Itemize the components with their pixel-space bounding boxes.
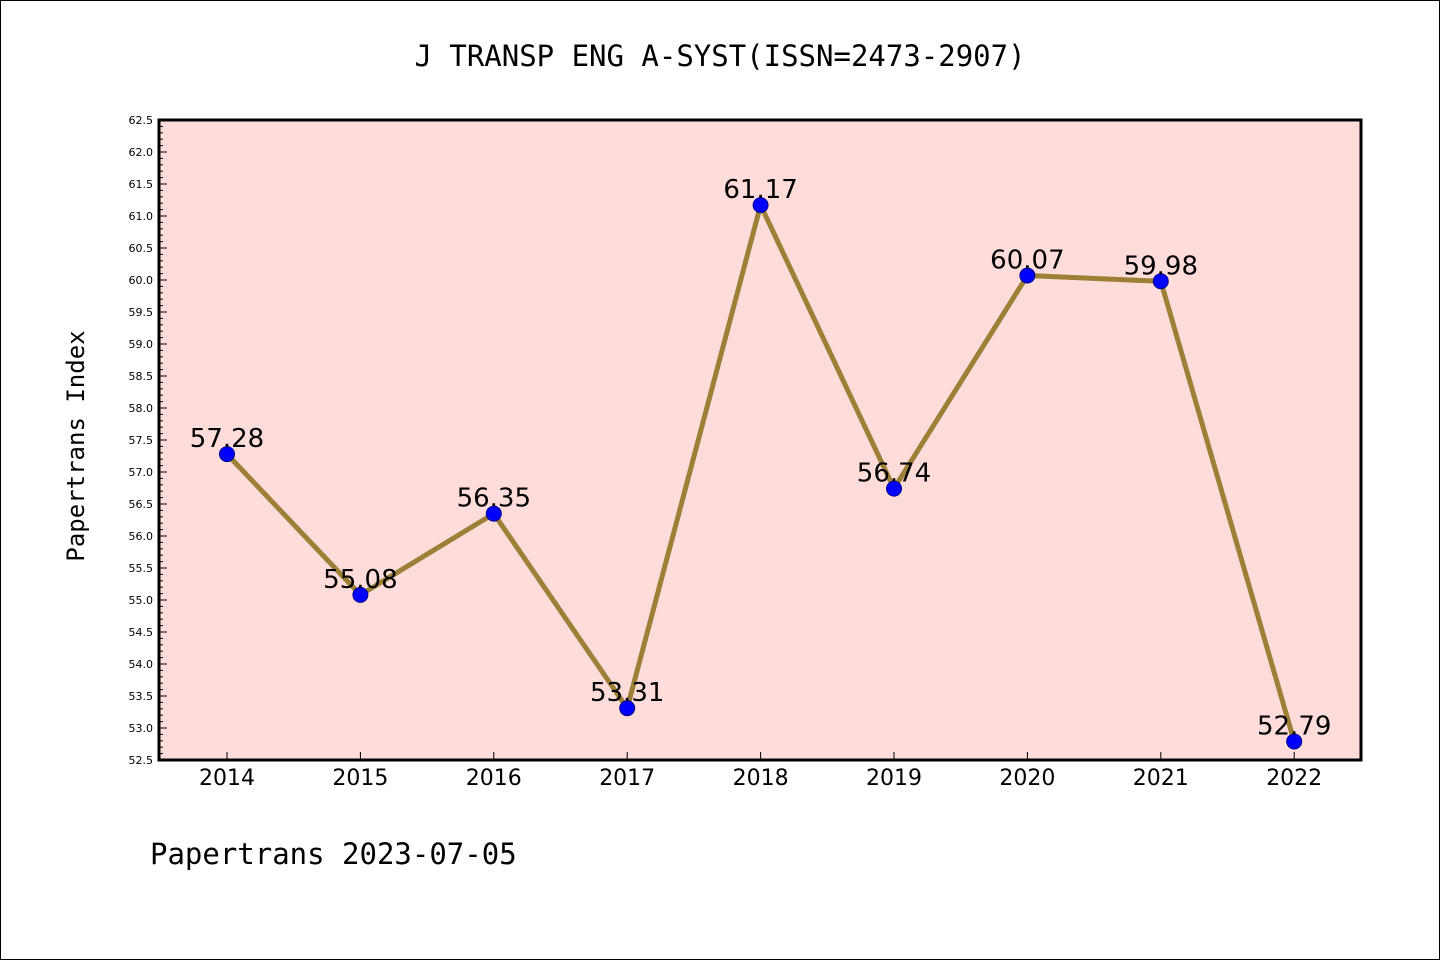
y-tick-label: 61.5 xyxy=(129,178,154,191)
y-tick-label: 57.0 xyxy=(129,466,154,479)
y-tick-label: 62.0 xyxy=(129,146,154,159)
data-label: 52.79 xyxy=(1257,711,1331,741)
data-point xyxy=(219,446,235,463)
data-point xyxy=(886,480,902,497)
y-tick-label: 59.0 xyxy=(129,338,154,351)
y-tick-label: 60.0 xyxy=(129,274,154,287)
x-tick-label: 2018 xyxy=(733,766,789,791)
x-tick-label: 2017 xyxy=(599,766,655,791)
data-labels: 57.28 55.08 56.35 53.31 61.17 56.74 60.07 59.98… xyxy=(190,175,1332,741)
x-tick-label: 2016 xyxy=(466,766,522,791)
data-point xyxy=(1286,733,1303,750)
y-tick-label: 55.0 xyxy=(129,594,154,607)
y-tick-label: 57.5 xyxy=(129,434,154,447)
y-tick-label: 56.0 xyxy=(129,530,154,543)
y-tick-label: 59.5 xyxy=(129,306,154,319)
plot-border xyxy=(157,118,1363,762)
data-label: 56.74 xyxy=(857,459,931,489)
data-label: 53.31 xyxy=(590,678,664,708)
y-tick-label: 54.0 xyxy=(129,658,154,671)
data-point xyxy=(1152,273,1169,290)
y-tick-label: 54.5 xyxy=(129,626,154,639)
data-point xyxy=(485,505,502,522)
y-tick-label: 55.5 xyxy=(129,562,154,575)
x-tick-label: 2019 xyxy=(866,766,922,791)
x-axis-ticks: 2014 2015 2016 2017 2018 2019 2020 2021 2022 xyxy=(199,752,1322,791)
x-tick-label: 2022 xyxy=(1266,766,1322,791)
y-tick-label: 53.5 xyxy=(129,690,154,703)
data-point xyxy=(1019,267,1036,284)
y-tick-label: 56.5 xyxy=(129,498,154,511)
footer-date: Papertrans 2023-07-05 xyxy=(150,837,517,871)
series-markers xyxy=(219,197,1303,750)
x-tick-label: 2015 xyxy=(332,766,388,791)
data-label: 55.08 xyxy=(323,565,397,595)
y-tick-label: 52.5 xyxy=(129,754,154,767)
data-point xyxy=(619,700,636,717)
data-label: 57.28 xyxy=(190,424,264,454)
y-tick-label: 58.5 xyxy=(129,370,154,383)
data-label: 60.07 xyxy=(990,246,1064,276)
y-tick-label: 61.0 xyxy=(129,210,154,223)
data-label: 59.98 xyxy=(1124,251,1198,281)
y-tick-label: 53.0 xyxy=(129,722,154,735)
y-axis-label: Papertrans Index xyxy=(62,330,90,561)
data-point xyxy=(352,586,369,603)
x-tick-label: 2021 xyxy=(1133,766,1189,791)
data-label: 56.35 xyxy=(457,484,531,514)
x-tick-label: 2014 xyxy=(199,766,255,791)
y-tick-label: 62.5 xyxy=(129,114,154,127)
y-tick-label: 60.5 xyxy=(129,242,154,255)
chart-title: J TRANSP ENG A-SYST(ISSN=2473-2907) xyxy=(414,39,1025,73)
data-point xyxy=(752,197,769,214)
data-label: 61.17 xyxy=(723,175,797,205)
y-axis-ticks: 52.5 53.0 53.5 54.0 54.5 55.0 55.5 56.0 56.5 57.0… xyxy=(129,114,167,767)
plot-area xyxy=(159,120,1361,760)
x-tick-label: 2020 xyxy=(999,766,1055,791)
y-tick-label: 58.0 xyxy=(129,402,154,415)
